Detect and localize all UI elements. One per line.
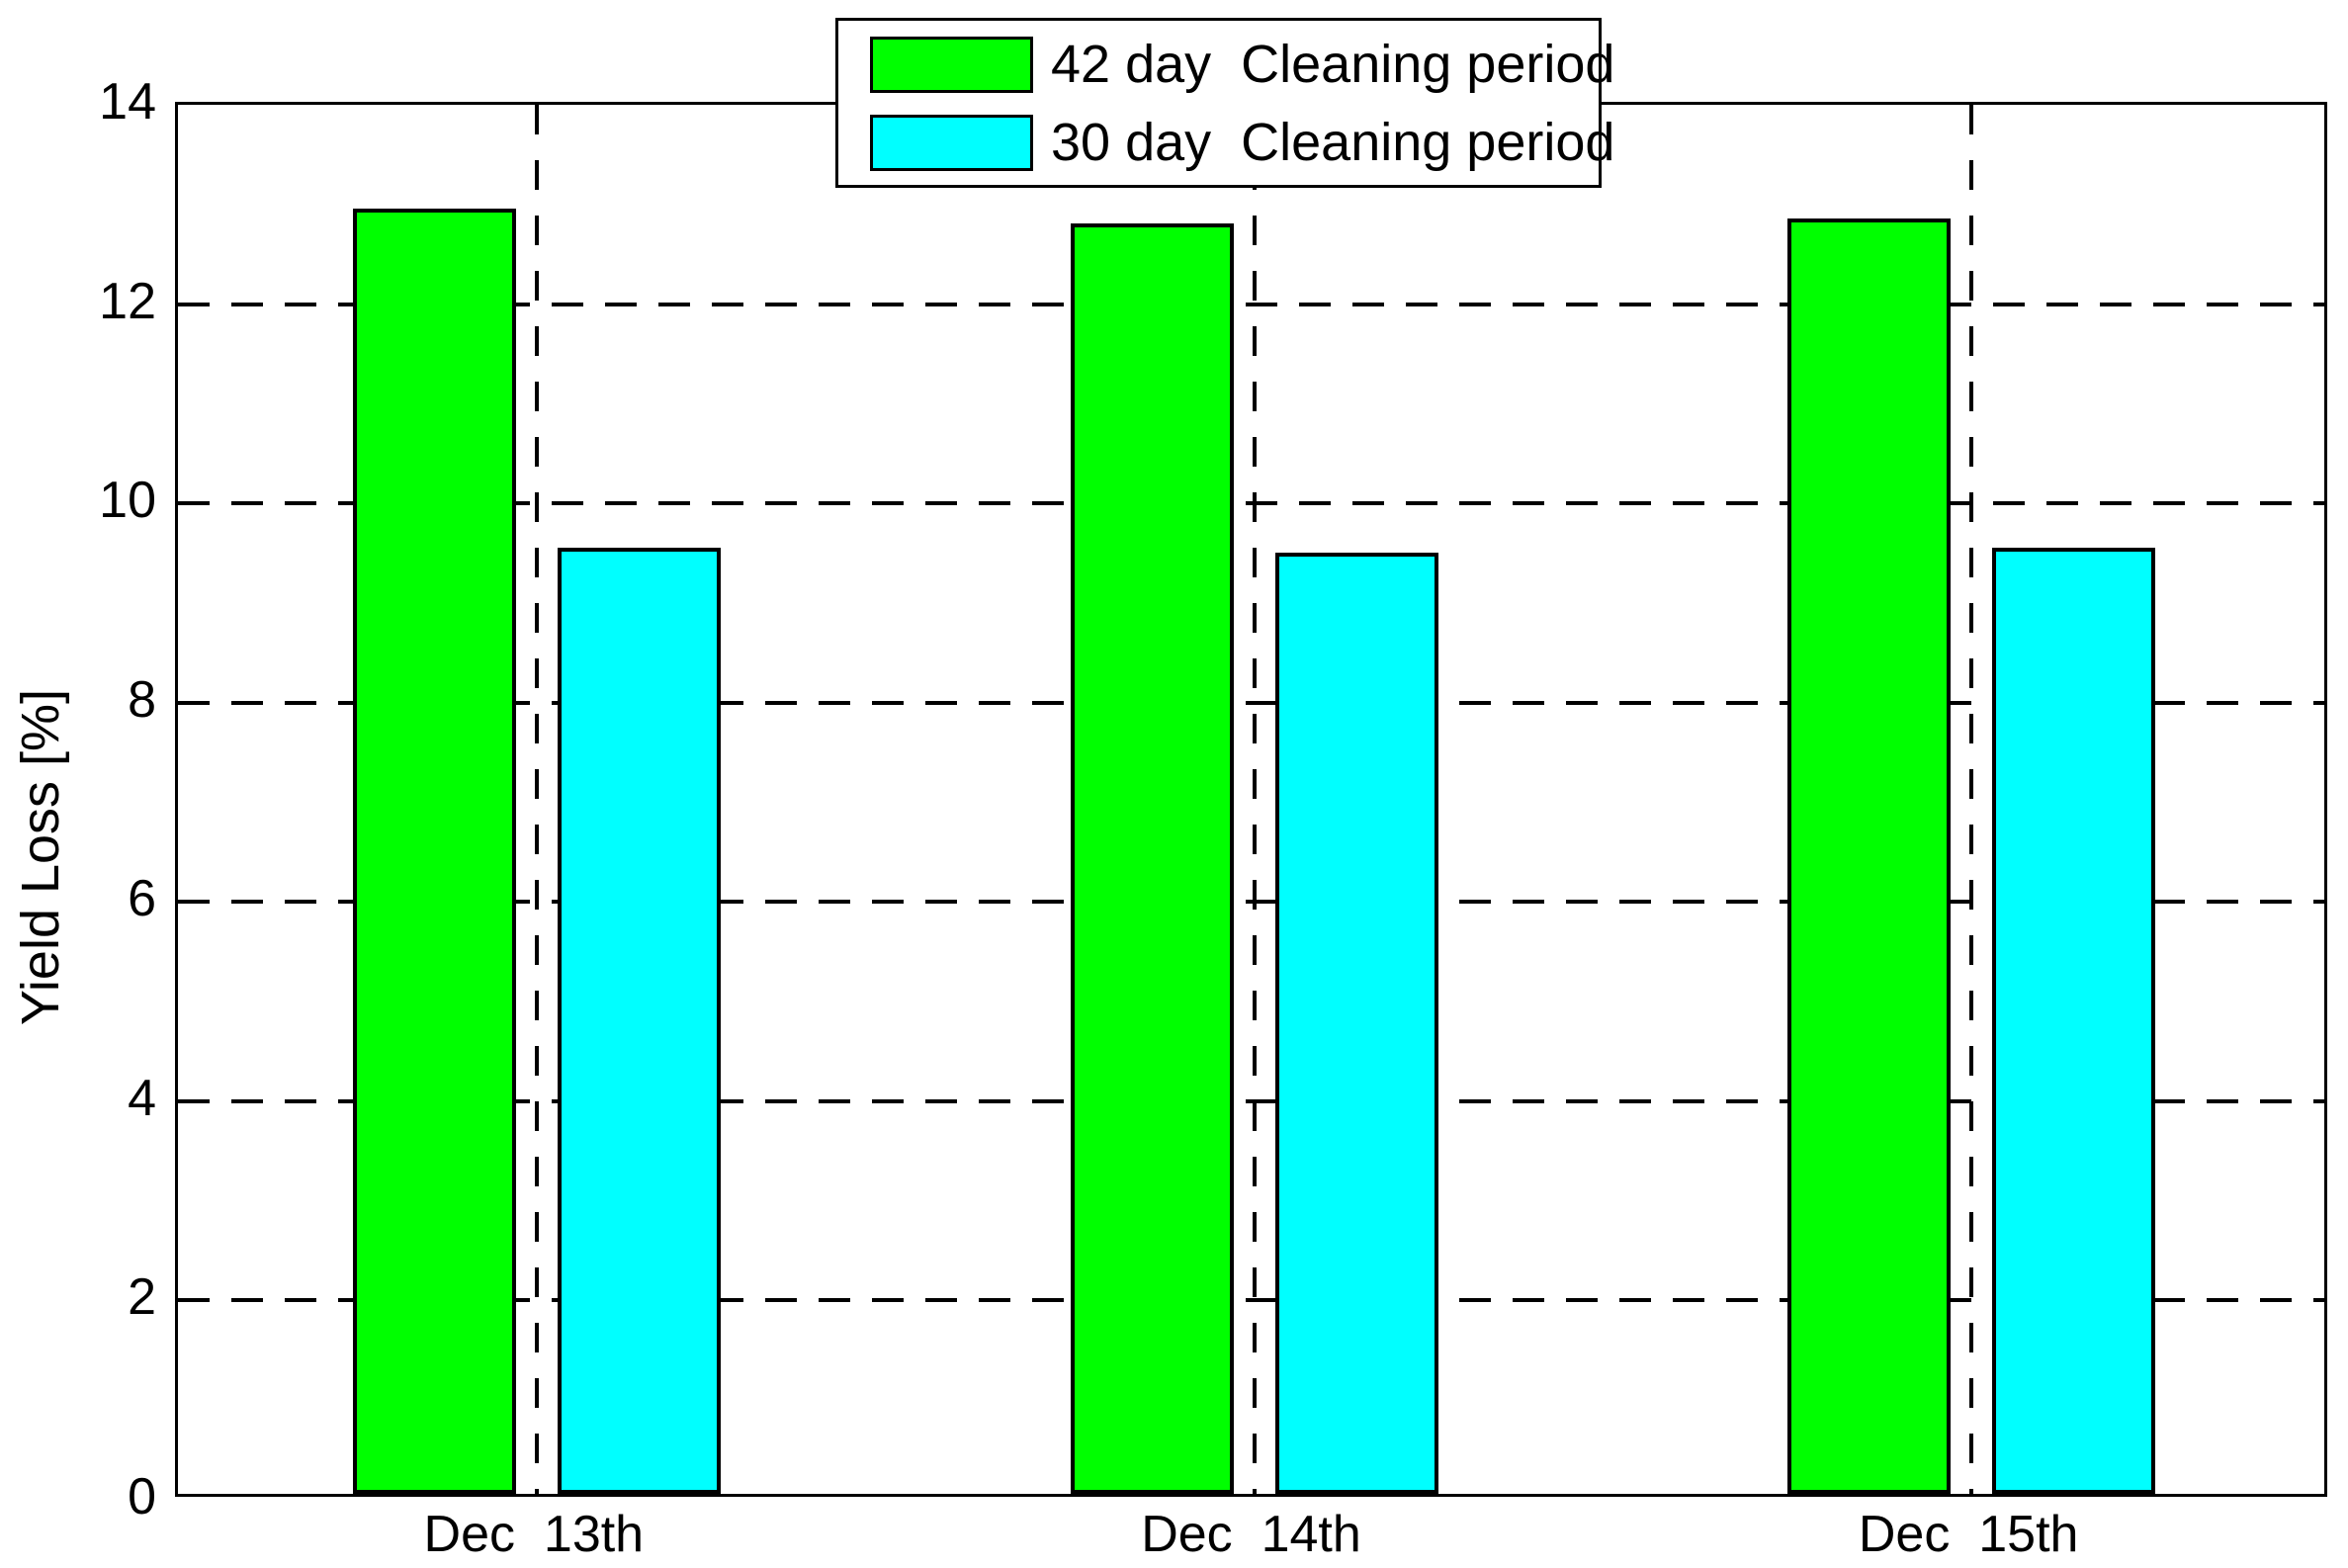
x-tick-label-1: Dec 13th — [423, 1506, 645, 1563]
bar-series2-group2 — [1274, 552, 1438, 1494]
x-gridline-2 — [1252, 105, 1257, 1494]
y-tick-label-0: 0 — [128, 1468, 156, 1525]
y-gridline-2 — [178, 1298, 2324, 1303]
x-tick-label-3: Dec 15th — [1858, 1506, 2079, 1563]
y-gridline-12 — [178, 302, 2324, 306]
bar-series2-group3 — [1992, 547, 2156, 1494]
y-tick-label-8: 8 — [128, 670, 156, 729]
bar-series2-group1 — [557, 547, 721, 1494]
legend-swatch-series2 — [870, 115, 1033, 171]
legend: 42 day Cleaning period 30 day Cleaning pe… — [835, 18, 1614, 188]
y-gridline-8 — [178, 700, 2324, 705]
bar-series1-group2 — [1070, 222, 1234, 1494]
y-tick-label-2: 2 — [128, 1268, 156, 1327]
x-gridline-1 — [534, 105, 539, 1494]
y-tick-label-4: 4 — [128, 1069, 156, 1127]
y-axis-label: Yield Loss [%] — [11, 688, 70, 1026]
legend-swatch-series1 — [870, 37, 1033, 93]
bar-series1-group3 — [1787, 218, 1952, 1494]
y-gridline-4 — [178, 1098, 2324, 1103]
y-gridline-10 — [178, 501, 2324, 506]
y-gridline-6 — [178, 900, 2324, 905]
x-tick-label-2: Dec 14th — [1141, 1506, 1361, 1563]
plot-area — [175, 102, 2327, 1497]
y-tick-label-12: 12 — [99, 272, 156, 330]
legend-label-series1: 42 day Cleaning period — [1051, 35, 1615, 94]
y-tick-label-6: 6 — [128, 870, 156, 928]
x-gridline-3 — [1969, 105, 1974, 1494]
bar-series1-group1 — [352, 208, 516, 1494]
y-tick-label-14: 14 — [99, 73, 156, 131]
y-tick-label-10: 10 — [99, 472, 156, 530]
legend-label-series2: 30 day Cleaning period — [1051, 113, 1615, 172]
